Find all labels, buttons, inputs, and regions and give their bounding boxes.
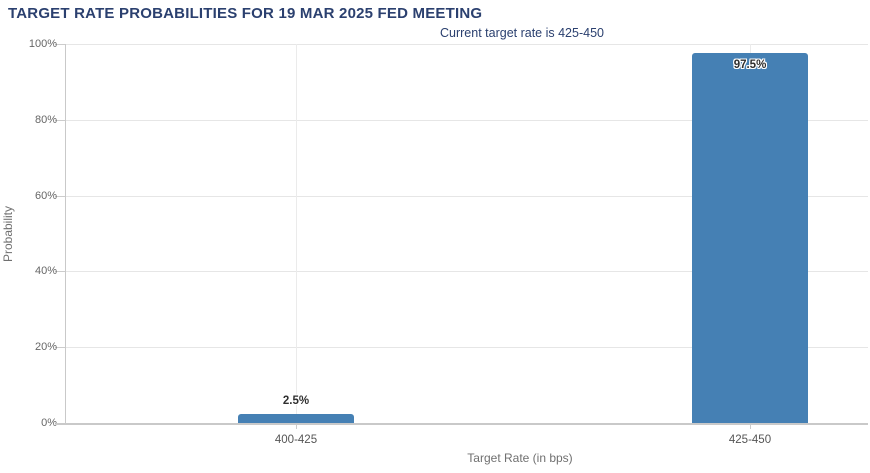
x-axis-line xyxy=(56,423,868,425)
y-tick-label: 60% xyxy=(34,189,57,202)
y-tick-label: 20% xyxy=(34,341,57,354)
bar-value-label: 97.5% xyxy=(733,59,767,72)
y-axis-tick xyxy=(55,119,65,121)
y-axis-tick xyxy=(55,347,65,349)
bar-value-label: 2.5% xyxy=(282,394,310,407)
x-tick-label: 425-450 xyxy=(728,434,772,446)
x-axis-tick xyxy=(296,425,297,429)
y-tick-label: 100% xyxy=(28,38,57,50)
y-gridline xyxy=(66,271,868,273)
y-axis-tick xyxy=(55,271,65,273)
y-tick-label: 0% xyxy=(41,417,57,429)
bar-400-425[interactable] xyxy=(238,413,354,423)
y-axis-line xyxy=(65,44,66,423)
chart-title: TARGET RATE PROBABILITIES FOR 19 MAR 202… xyxy=(8,5,483,22)
x-gridline xyxy=(296,44,297,423)
y-gridline xyxy=(66,119,868,121)
x-axis-title: Target Rate (in bps) xyxy=(467,451,573,465)
y-axis-tick xyxy=(55,44,65,45)
y-tick-label: 80% xyxy=(34,113,57,126)
chart-subtitle: Current target rate is 425-450 xyxy=(440,26,604,40)
y-axis-title: Probability xyxy=(1,205,15,263)
y-axis-tick xyxy=(55,195,65,197)
y-tick-label: 40% xyxy=(34,265,57,278)
y-gridline xyxy=(66,195,868,197)
x-axis-tick xyxy=(750,425,751,429)
y-gridline xyxy=(66,44,868,45)
y-gridline xyxy=(66,347,868,349)
bar-425-450[interactable] xyxy=(692,53,808,423)
x-tick-label: 400-425 xyxy=(274,434,318,446)
